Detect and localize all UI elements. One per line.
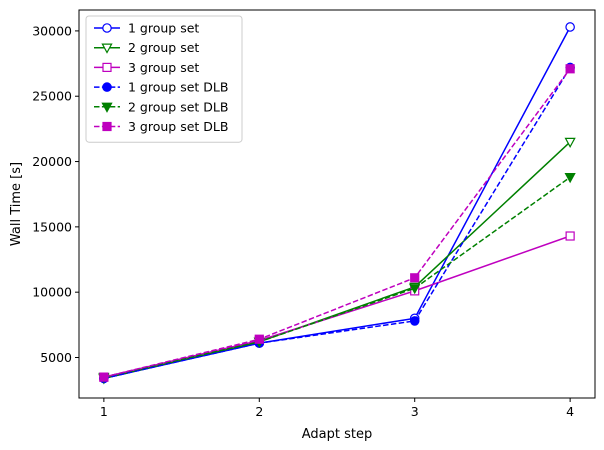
y-tick-label: 10000 — [32, 285, 72, 300]
data-point — [410, 273, 420, 283]
y-tick-label: 25000 — [32, 89, 72, 104]
legend-box — [85, 15, 243, 143]
data-point — [99, 372, 109, 382]
legend-label: 2 group set — [128, 40, 199, 55]
y-tick-label: 15000 — [32, 219, 72, 234]
x-tick-label: 2 — [255, 404, 263, 419]
data-point — [565, 64, 575, 74]
legend-label: 3 group set DLB — [128, 119, 228, 134]
legend: 1 group set 2 group set 3 group set 1 group… — [85, 15, 243, 143]
legend-item: 2 group set — [94, 40, 199, 55]
legend-swatch-marker — [102, 62, 112, 73]
y-tick-label: 30000 — [32, 23, 72, 38]
legend-label: 3 group set — [128, 60, 199, 75]
legend-swatch-marker — [101, 102, 113, 113]
x-tick-label: 3 — [411, 404, 419, 419]
legend-swatch-marker — [101, 43, 113, 54]
series-line — [103, 235, 571, 378]
data-point — [565, 231, 575, 241]
series-6 — [99, 64, 575, 382]
plot-frame — [78, 9, 596, 399]
series-line — [103, 176, 571, 378]
series-3 — [99, 231, 575, 382]
x-tick-label: 4 — [566, 404, 574, 419]
x-tick-label: 1 — [100, 404, 108, 419]
legend-item: 2 group set DLB — [94, 99, 228, 114]
y-tick-label: 5000 — [40, 350, 72, 365]
legend-swatch-marker — [102, 121, 112, 132]
legend-item: 3 group set DLB — [94, 119, 228, 134]
y-axis-label: Wall Time [s] — [9, 162, 24, 246]
legend-label: 1 group set — [128, 21, 199, 36]
legend-item: 1 group set DLB — [94, 80, 228, 95]
legend-swatch-marker — [102, 82, 112, 92]
data-point — [254, 334, 264, 344]
y-tick-label: 20000 — [32, 154, 72, 169]
legend-item: 3 group set — [94, 60, 199, 75]
legend-item: 1 group set — [94, 21, 199, 36]
data-point — [564, 173, 576, 184]
x-axis-label: Adapt step — [302, 427, 372, 442]
data-point — [409, 284, 421, 295]
legend-label: 1 group set DLB — [128, 80, 228, 95]
data-point — [564, 137, 576, 148]
legend-label: 2 group set DLB — [128, 99, 228, 114]
data-point — [565, 22, 575, 32]
data-point — [409, 316, 420, 326]
legend-swatch-marker — [102, 23, 112, 33]
series-line — [103, 68, 571, 378]
series-line — [103, 67, 571, 380]
